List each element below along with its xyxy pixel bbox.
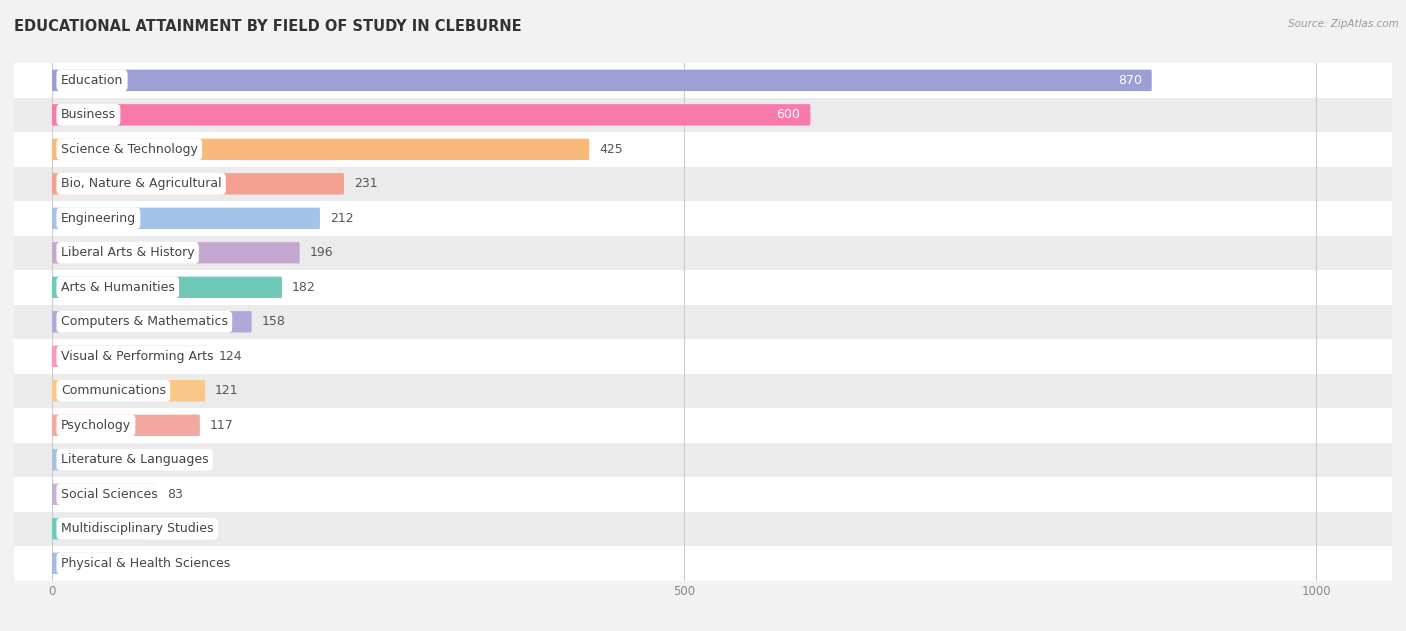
Bar bbox=[14, 408, 1392, 442]
Text: Multidisciplinary Studies: Multidisciplinary Studies bbox=[60, 522, 214, 535]
FancyBboxPatch shape bbox=[52, 380, 205, 401]
Text: Arts & Humanities: Arts & Humanities bbox=[60, 281, 174, 294]
Bar bbox=[14, 167, 1392, 201]
FancyBboxPatch shape bbox=[52, 173, 344, 194]
FancyBboxPatch shape bbox=[52, 346, 208, 367]
Text: 212: 212 bbox=[330, 212, 354, 225]
Bar bbox=[14, 546, 1392, 581]
FancyBboxPatch shape bbox=[52, 242, 299, 264]
FancyBboxPatch shape bbox=[52, 311, 252, 333]
Text: Social Sciences: Social Sciences bbox=[60, 488, 157, 501]
Text: Physical & Health Sciences: Physical & Health Sciences bbox=[60, 557, 231, 570]
Text: Bio, Nature & Agricultural: Bio, Nature & Agricultural bbox=[60, 177, 222, 191]
FancyBboxPatch shape bbox=[52, 276, 283, 298]
Text: Psychology: Psychology bbox=[60, 419, 131, 432]
Text: Visual & Performing Arts: Visual & Performing Arts bbox=[60, 350, 214, 363]
Text: 870: 870 bbox=[1118, 74, 1142, 87]
Text: 71: 71 bbox=[152, 522, 167, 535]
Text: 83: 83 bbox=[167, 488, 183, 501]
Bar bbox=[14, 305, 1392, 339]
Bar bbox=[14, 374, 1392, 408]
Text: Literature & Languages: Literature & Languages bbox=[60, 453, 208, 466]
FancyBboxPatch shape bbox=[52, 69, 1152, 91]
Text: 124: 124 bbox=[219, 350, 242, 363]
Text: 425: 425 bbox=[599, 143, 623, 156]
Bar bbox=[14, 235, 1392, 270]
Bar bbox=[14, 477, 1392, 512]
Text: Education: Education bbox=[60, 74, 124, 87]
FancyBboxPatch shape bbox=[52, 139, 589, 160]
Text: 600: 600 bbox=[776, 109, 800, 121]
Bar bbox=[14, 512, 1392, 546]
Text: Source: ZipAtlas.com: Source: ZipAtlas.com bbox=[1288, 19, 1399, 29]
Text: Communications: Communications bbox=[60, 384, 166, 398]
Text: 196: 196 bbox=[309, 246, 333, 259]
FancyBboxPatch shape bbox=[52, 483, 157, 505]
Bar bbox=[14, 132, 1392, 167]
Text: Business: Business bbox=[60, 109, 115, 121]
FancyBboxPatch shape bbox=[52, 104, 810, 126]
Text: EDUCATIONAL ATTAINMENT BY FIELD OF STUDY IN CLEBURNE: EDUCATIONAL ATTAINMENT BY FIELD OF STUDY… bbox=[14, 19, 522, 34]
Bar bbox=[14, 270, 1392, 305]
Text: Computers & Mathematics: Computers & Mathematics bbox=[60, 316, 228, 328]
Text: 182: 182 bbox=[292, 281, 316, 294]
FancyBboxPatch shape bbox=[52, 415, 200, 436]
Text: 231: 231 bbox=[354, 177, 378, 191]
FancyBboxPatch shape bbox=[52, 208, 321, 229]
Bar bbox=[14, 339, 1392, 374]
Text: 121: 121 bbox=[215, 384, 239, 398]
Text: 90: 90 bbox=[176, 453, 191, 466]
FancyBboxPatch shape bbox=[52, 553, 124, 574]
Bar bbox=[14, 63, 1392, 98]
Bar bbox=[14, 442, 1392, 477]
Bar bbox=[14, 201, 1392, 235]
Text: 158: 158 bbox=[262, 316, 285, 328]
FancyBboxPatch shape bbox=[52, 449, 166, 471]
Text: Engineering: Engineering bbox=[60, 212, 136, 225]
Text: 117: 117 bbox=[209, 419, 233, 432]
Text: Liberal Arts & History: Liberal Arts & History bbox=[60, 246, 194, 259]
Text: 57: 57 bbox=[134, 557, 150, 570]
FancyBboxPatch shape bbox=[52, 518, 142, 540]
Text: Science & Technology: Science & Technology bbox=[60, 143, 198, 156]
Bar bbox=[14, 98, 1392, 132]
